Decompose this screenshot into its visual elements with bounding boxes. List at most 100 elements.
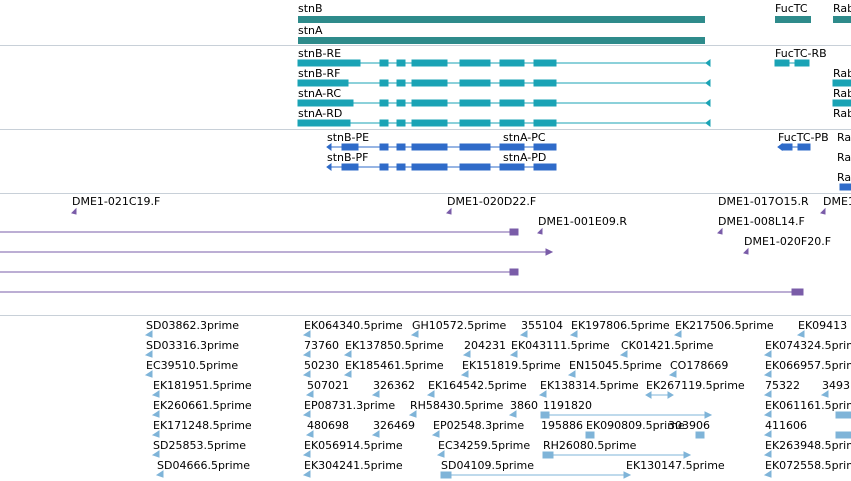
gene-label-stna[interactable]: stnA	[298, 24, 323, 37]
est-label[interactable]: EP08731.3prime	[304, 399, 396, 412]
est-label[interactable]: 326469	[373, 419, 415, 432]
est-label[interactable]: 195886	[541, 419, 583, 432]
protein-label-stnb-pe[interactable]: stnB-PE	[327, 131, 370, 144]
gene-label-fuctc[interactable]: FucTC	[775, 2, 808, 15]
est-label[interactable]: EK066957.5prime	[765, 359, 851, 372]
est-label[interactable]: EK09413	[798, 319, 848, 332]
protein-label-ra[interactable]: Ra	[837, 131, 851, 144]
transcript-label-fuctc-rb[interactable]: FucTC-RB	[775, 47, 827, 60]
protein-label-ra[interactable]: Ra	[837, 151, 851, 164]
protein-label-ra[interactable]: Ra	[837, 171, 851, 184]
est-label[interactable]: EK217506.5prime	[675, 319, 774, 332]
est-label[interactable]: EK056914.5prime	[304, 439, 403, 452]
gene-label-rab[interactable]: Rab	[833, 2, 851, 15]
est-label[interactable]: 50230	[304, 359, 339, 372]
gene-feature-fuctc[interactable]	[775, 16, 811, 23]
transcript-label-rab[interactable]: Rab	[833, 107, 851, 120]
est-label[interactable]: CK01421.5prime	[621, 339, 714, 352]
est-label[interactable]: EN15045.5prime	[569, 359, 662, 372]
transcript-label-stna-rc[interactable]: stnA-RC	[298, 87, 342, 100]
est-label[interactable]: SD03862.3prime	[146, 319, 239, 332]
est-label[interactable]: EK197806.5prime	[571, 319, 670, 332]
protein-label-stna-pd[interactable]: stnA-PD	[503, 151, 547, 164]
clone-label[interactable]: DME1-021C19.F	[72, 195, 161, 208]
est-label[interactable]: EK263948.5prime	[765, 439, 851, 452]
est-label[interactable]: 204231	[464, 339, 506, 352]
transcript-label-stna-rd[interactable]: stnA-RD	[298, 107, 343, 120]
est-label[interactable]: 1191820	[543, 399, 592, 412]
est-label[interactable]: EK061161.5prime	[765, 399, 851, 412]
est-label[interactable]: RH26080.5prime	[543, 439, 637, 452]
est-label[interactable]: CO178669	[670, 359, 729, 372]
est-label[interactable]: RH58430.5prime	[410, 399, 504, 412]
est-label[interactable]: EK267119.5prime	[646, 379, 745, 392]
est-feature	[542, 451, 692, 459]
est-label[interactable]: EK164542.5prime	[428, 379, 527, 392]
clone-label[interactable]: DME1	[823, 195, 851, 208]
est-feature	[668, 370, 677, 378]
protein-label-stnb-pf[interactable]: stnB-PF	[327, 151, 369, 164]
gene-feature-rab[interactable]	[833, 16, 851, 23]
est-label[interactable]: EK043111.5prime	[511, 339, 610, 352]
est-label[interactable]: 3860	[510, 399, 538, 412]
est-label[interactable]: GH10572.5prime	[412, 319, 507, 332]
est-label[interactable]: 480698	[307, 419, 349, 432]
est-label[interactable]: EC39510.5prime	[146, 359, 239, 372]
est-label[interactable]: EK304241.5prime	[304, 459, 403, 472]
transcript-label-stnb-re[interactable]: stnB-RE	[298, 47, 342, 60]
est-feature	[302, 450, 311, 458]
gene-label-stnb[interactable]: stnB	[298, 2, 323, 15]
est-feature	[763, 390, 772, 398]
est-label[interactable]: SD04109.5prime	[441, 459, 534, 472]
clone-label[interactable]: DME1-017O15.R	[718, 195, 809, 208]
est-label[interactable]: EK064340.5prime	[304, 319, 403, 332]
gene-feature-stna[interactable]	[298, 37, 705, 44]
est-label[interactable]: 355104	[521, 319, 563, 332]
clone-label[interactable]: DME1-020F20.F	[744, 235, 832, 248]
est-feature	[302, 410, 311, 418]
est-label[interactable]: EK090809.5prime	[586, 419, 685, 432]
est-feature	[151, 410, 160, 418]
est-label[interactable]: 326362	[373, 379, 415, 392]
protein-label-stna-pc[interactable]: stnA-PC	[503, 131, 546, 144]
est-label[interactable]: 303906	[668, 419, 710, 432]
est-label[interactable]: EK072558.5prime	[765, 459, 851, 472]
est-label[interactable]: 73760	[304, 339, 339, 352]
clone-label[interactable]: DME1-001E09.R	[538, 215, 627, 228]
est-label[interactable]: EK181951.5prime	[153, 379, 252, 392]
transcript-label-rab[interactable]: Rab	[833, 87, 851, 100]
clone-label[interactable]: DME1-020D22.F	[447, 195, 537, 208]
est-label[interactable]: 3493	[822, 379, 850, 392]
est-label[interactable]: EK138314.5prime	[540, 379, 639, 392]
protein-label-fuctc-pb[interactable]: FucTC-PB	[778, 131, 829, 144]
est-label[interactable]: EK171248.5prime	[153, 419, 252, 432]
est-feature	[151, 450, 160, 458]
transcript-label-stnb-rf[interactable]: stnB-RF	[298, 67, 341, 80]
est-label[interactable]: 507021	[307, 379, 349, 392]
est-label[interactable]: EK130147.5prime	[626, 459, 725, 472]
est-label[interactable]: EP02548.3prime	[433, 419, 525, 432]
est-label[interactable]: EC34259.5prime	[438, 439, 531, 452]
est-label[interactable]: SD03316.3prime	[146, 339, 239, 352]
est-label[interactable]: EK137850.5prime	[345, 339, 444, 352]
est-label[interactable]: SD04666.5prime	[157, 459, 250, 472]
gene-feature-stnb[interactable]	[298, 16, 705, 23]
track-divider	[0, 129, 851, 130]
est-label[interactable]: 75322	[765, 379, 800, 392]
est-label[interactable]: EK185461.5prime	[345, 359, 444, 372]
est-label[interactable]: 411606	[765, 419, 807, 432]
clone-label[interactable]: DME1-008L14.F	[718, 215, 805, 228]
est-label[interactable]: EK074324.5prime	[765, 339, 851, 352]
est-label[interactable]: EK151819.5prime	[462, 359, 561, 372]
est-feature	[155, 470, 164, 478]
est-feature	[567, 370, 576, 378]
clone-feature	[537, 227, 543, 235]
transcript-label-rab[interactable]: Rab	[833, 67, 851, 80]
est-label[interactable]: SD25853.5prime	[153, 439, 246, 452]
est-label[interactable]: EK260661.5prime	[153, 399, 252, 412]
